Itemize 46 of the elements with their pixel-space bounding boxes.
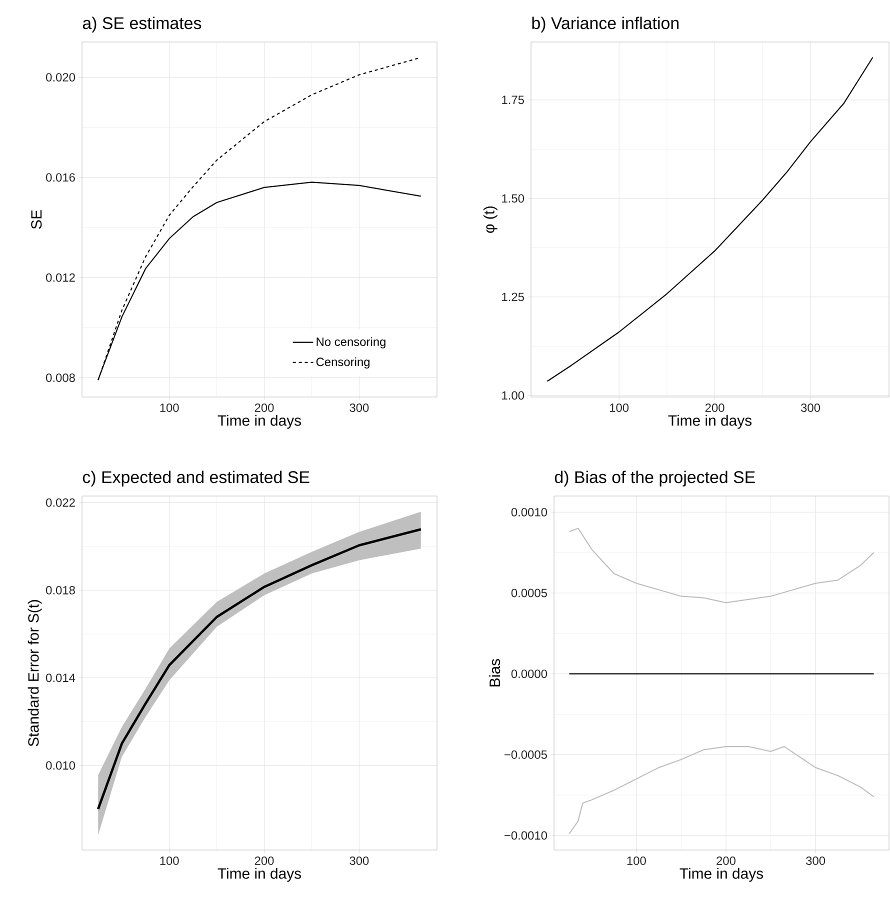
x-tick-label: 300 [350, 856, 369, 865]
y-tick-label: 0.022 [46, 498, 75, 507]
x-axis-title: Time in days [680, 868, 764, 882]
line-series [546, 56, 874, 382]
x-tick-label: 200 [254, 856, 274, 865]
y-tick-label: 0.0005 [511, 588, 547, 598]
y-tick-label: 0.020 [46, 73, 76, 82]
chart-title: d) Bias of the projected SE [554, 470, 755, 487]
x-tick-label: 100 [610, 404, 629, 412]
y-tick-label: 1.50 [502, 194, 524, 203]
y-tick-label: 0.0000 [511, 670, 548, 678]
y-tick-label: 1.00 [502, 391, 524, 400]
y-axis-title: Bias [489, 659, 500, 686]
chart-title: a) SE estimates [82, 16, 202, 32]
legend-label: No censoring [316, 337, 386, 348]
x-tick-label: 200 [705, 404, 724, 412]
y-axis-title: Standard Error for S(t) [28, 600, 42, 746]
y-tick-label: 0.0010 [511, 508, 548, 516]
y-tick-label: 0.016 [46, 173, 75, 182]
x-tick-label: 300 [806, 856, 826, 865]
x-tick-label: 300 [801, 404, 820, 412]
x-axis-title: Time in days [668, 414, 752, 429]
y-tick-label: 0.010 [46, 761, 76, 770]
y-axis-title: φ (t) [483, 206, 498, 233]
x-axis-title: Time in days [218, 868, 302, 882]
y-tick-label: 0.018 [46, 586, 75, 594]
y-tick-label: 0.012 [46, 273, 75, 282]
x-axis-title: Time in days [218, 414, 302, 429]
line-series [568, 528, 874, 604]
x-tick-label: 300 [350, 404, 369, 412]
x-tick-label: 100 [627, 856, 646, 865]
y-tick-label: 0.014 [46, 674, 76, 682]
y-axis-title: SE [31, 210, 42, 229]
y-tick-label: 0.008 [46, 374, 75, 382]
y-tick-label: −0.0010 [504, 831, 548, 840]
chart-title: c) Expected and estimated SE [82, 470, 310, 487]
x-tick-label: 100 [160, 404, 179, 412]
legend-label: Censoring [316, 357, 370, 369]
x-tick-label: 100 [160, 856, 179, 865]
y-tick-label: −0.0005 [504, 750, 547, 759]
y-tick-label: 1.25 [502, 292, 524, 302]
y-tick-label: 1.75 [502, 96, 524, 104]
x-tick-label: 200 [716, 856, 736, 865]
chart-title: b) Variance inflation [532, 16, 678, 33]
x-tick-label: 200 [254, 404, 274, 412]
line-series [96, 528, 422, 810]
